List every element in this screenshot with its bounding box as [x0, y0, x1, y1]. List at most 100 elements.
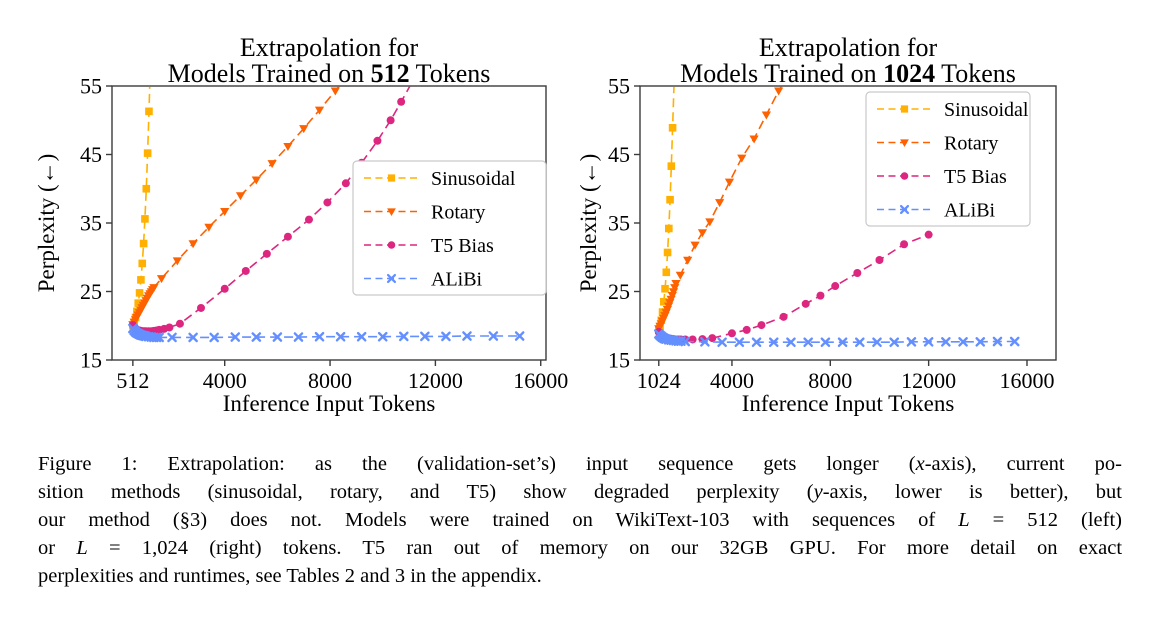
- marker-circle: [757, 321, 766, 330]
- legend-label: Sinusoidal: [431, 168, 516, 190]
- marker-square: [900, 105, 909, 113]
- marker-square: [135, 289, 144, 297]
- marker-triangle-down: [204, 223, 214, 232]
- marker-circle: [387, 241, 396, 249]
- marker-triangle-down: [156, 275, 167, 284]
- caption-line: our method (§3) does not. Models were tr…: [38, 506, 1122, 534]
- x-tick-label: 8000: [308, 368, 352, 393]
- marker-x: [717, 337, 727, 347]
- marker-circle: [900, 172, 909, 180]
- marker-triangle-down: [697, 229, 708, 238]
- marker-x: [293, 332, 304, 342]
- marker-x: [872, 337, 882, 347]
- marker-x: [1009, 336, 1020, 347]
- legend-label: T5 Bias: [944, 166, 1007, 188]
- legend-label: Rotary: [944, 133, 998, 155]
- y-tick-label: 15: [608, 348, 630, 373]
- chart-title-line1: Extrapolation for: [240, 33, 419, 62]
- caption-text: -axis, lower is better), but: [822, 481, 1122, 503]
- marker-x: [230, 332, 241, 342]
- marker-x: [992, 336, 1003, 347]
- marker-square: [145, 107, 153, 116]
- marker-circle: [801, 299, 810, 308]
- marker-x: [488, 331, 499, 341]
- marker-square: [659, 297, 668, 306]
- axes: 1024 4000 8000 12000 16000 15 25 35 45 55: [608, 74, 1057, 393]
- marker-x: [803, 337, 813, 347]
- marker-triangle-down: [188, 240, 198, 249]
- marker-triangle-down: [675, 271, 685, 280]
- caption-math-italic: y: [813, 481, 823, 503]
- marker-triangle-down: [235, 192, 246, 201]
- marker-triangle-down: [774, 87, 784, 96]
- legend-label: ALiBi: [431, 269, 483, 291]
- series-alibi: [653, 329, 1020, 347]
- marker-x: [398, 331, 409, 342]
- x-axis-label: Inference Input Tokens: [223, 391, 436, 416]
- marker-x: [314, 331, 325, 342]
- caption-text: perplexities and runtimes, see Tables 2 …: [38, 565, 542, 587]
- series-line: [132, 86, 151, 327]
- marker-x: [837, 337, 848, 347]
- caption-text: our method (§3) does not. Models were tr…: [38, 509, 959, 531]
- marker-triangle-down: [149, 284, 159, 293]
- marker-x: [514, 331, 525, 341]
- caption-math-italic: x: [915, 453, 925, 475]
- marker-circle: [853, 269, 862, 278]
- marker-x: [272, 332, 283, 342]
- series-t5-bias: [654, 230, 933, 344]
- marker-circle: [727, 329, 736, 338]
- marker-triangle-down: [724, 178, 735, 187]
- marker-triangle-down: [314, 106, 325, 115]
- caption-text: or: [38, 537, 77, 559]
- marker-x: [906, 337, 917, 347]
- marker-circle: [831, 282, 840, 291]
- marker-square: [670, 75, 678, 83]
- marker-square: [668, 123, 677, 132]
- marker-x: [768, 337, 779, 347]
- y-tick-label: 35: [80, 211, 102, 236]
- legend: Sinusoidal Rotary T5 Bias ALiBi: [352, 160, 547, 296]
- marker-x: [786, 337, 796, 347]
- marker-circle: [779, 312, 788, 321]
- marker-x: [167, 332, 177, 343]
- caption-line: sition methods (sinusoidal, rotary, and …: [38, 478, 1122, 506]
- marker-square: [147, 62, 155, 70]
- x-tick-label: 512: [116, 368, 149, 393]
- legend-label: Sinusoidal: [944, 99, 1029, 121]
- y-tick-label: 45: [608, 142, 630, 167]
- marker-x: [855, 337, 865, 347]
- marker-x: [899, 204, 910, 215]
- caption-math-italic: L: [958, 509, 970, 531]
- marker-circle: [165, 323, 174, 332]
- y-axis-label: Perplexity (←): [580, 154, 601, 293]
- chart-title-line1: Extrapolation for: [759, 33, 938, 62]
- marker-x: [923, 337, 934, 347]
- marker-square: [666, 195, 674, 204]
- marker-square: [141, 215, 149, 223]
- marker-triangle-down: [900, 139, 909, 147]
- marker-x: [889, 337, 900, 347]
- marker-square: [142, 184, 151, 193]
- x-tick-label: 1024: [637, 368, 681, 393]
- marker-triangle-down: [749, 135, 759, 144]
- axes: 512 4000 8000 12000 16000 15 25 35 45 55: [80, 74, 568, 394]
- marker-circle: [262, 249, 271, 258]
- marker-x: [734, 337, 745, 347]
- legend-label: T5 Bias: [431, 235, 494, 257]
- marker-x: [420, 331, 430, 342]
- marker-triangle-down: [172, 257, 182, 266]
- y-tick-label: 55: [608, 74, 630, 99]
- series-alibi: [128, 323, 525, 343]
- series-line: [132, 328, 520, 339]
- marker-circle: [323, 198, 332, 207]
- marker-x: [377, 331, 388, 342]
- marker-triangle-down: [715, 199, 725, 208]
- series-rotary: [654, 86, 784, 334]
- marker-x: [462, 331, 472, 341]
- marker-square: [143, 149, 152, 157]
- marker-triangle-down: [220, 208, 230, 217]
- marker-triangle-down: [761, 111, 771, 120]
